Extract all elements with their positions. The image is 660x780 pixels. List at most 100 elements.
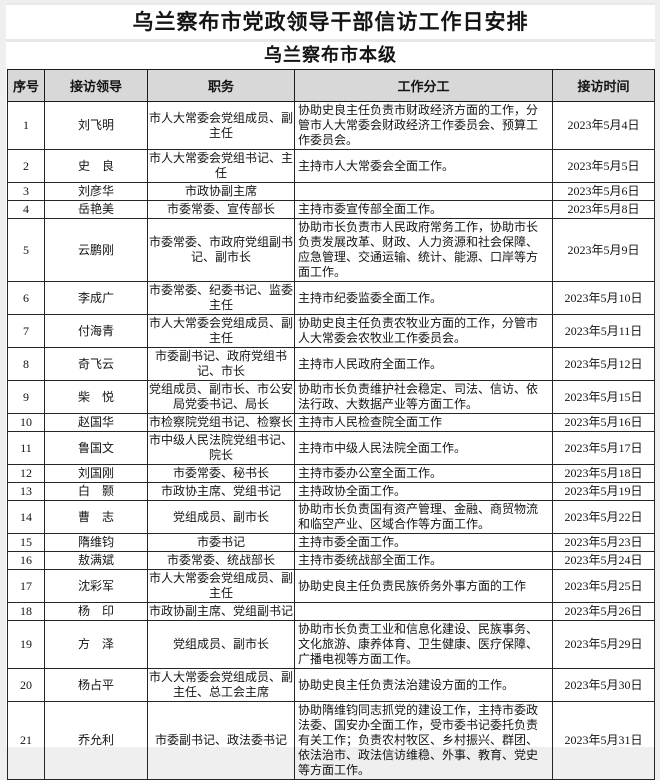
cell-row-number: 6: [7, 281, 45, 315]
cell-position: 市委常委、市政府党组副书记、副市长: [147, 218, 295, 282]
column-header-leader: 接访领导: [44, 69, 148, 102]
cell-work-division: 协助史良主任负责法治建设方面的工作。: [294, 668, 553, 702]
table-row: 4 岳艳美 市委常委、宣传部长 主持市委宣传部全面工作。 2023年5月8日: [7, 200, 655, 219]
cell-work-division: 主持市委统战部全面工作。: [294, 551, 553, 570]
cell-row-number: 2: [7, 149, 45, 183]
cell-leader-name: 刘国刚: [44, 464, 148, 483]
cell-work-division: 协助史良主任负责市财政经济方面的工作，分管市人大常委会财政经济工作委员会、预算工…: [294, 101, 553, 150]
table-row: 11 鲁国文 市中级人民法院党组书记、院长 主持市中级人民法院全面工作。 202…: [7, 431, 655, 465]
cell-reception-date: 2023年5月18日: [552, 464, 655, 483]
cell-work-division: 主持市委全面工作。: [294, 533, 553, 552]
document-page: 乌兰察布市党政领导干部信访工作日安排 乌兰察布市本级 序号 接访领导 职务 工作…: [6, 3, 655, 780]
cell-row-number: 15: [7, 533, 45, 552]
table-row: 9 柴 悦 党组成员、副市长、市公安局党委书记、局长 协助市长负责维护社会稳定、…: [7, 380, 655, 414]
table-row: 14 曹 志 党组成员、副市长 协助市长负责国有资产管理、金融、商贸物流和临空产…: [7, 500, 655, 534]
cell-leader-name: 白 颢: [44, 482, 148, 501]
cell-leader-name: 奇飞云: [44, 347, 148, 381]
cell-leader-name: 乔允利: [44, 701, 148, 780]
cell-position: 市委常委、秘书长: [147, 464, 295, 483]
cell-position: 市委副书记、政法委书记: [147, 701, 295, 780]
cell-reception-date: 2023年5月25日: [552, 569, 655, 603]
cell-reception-date: 2023年5月24日: [552, 551, 655, 570]
cell-work-division: 协助市长负责国有资产管理、金融、商贸物流和临空产业、区域合作等方面工作。: [294, 500, 553, 534]
cell-position: 市委常委、统战部长: [147, 551, 295, 570]
cell-leader-name: 杨 印: [44, 602, 148, 621]
page-title: 乌兰察布市党政领导干部信访工作日安排: [6, 3, 655, 42]
column-header-position: 职务: [147, 69, 295, 102]
cell-position: 市政协副主席、党组副书记: [147, 602, 295, 621]
table-row: 18 杨 印 市政协副主席、党组副书记 2023年5月26日: [7, 602, 655, 621]
cell-position: 市委书记: [147, 533, 295, 552]
cell-work-division: 协助史良主任负责农牧业方面的工作，分管市人大常委会农牧业工作委员会。: [294, 314, 553, 348]
cell-work-division: 主持市委宣传部全面工作。: [294, 200, 553, 219]
cell-reception-date: 2023年5月9日: [552, 218, 655, 282]
cell-row-number: 13: [7, 482, 45, 501]
cell-reception-date: 2023年5月12日: [552, 347, 655, 381]
cell-work-division: 主持市人民政府全面工作。: [294, 347, 553, 381]
cell-leader-name: 刘飞明: [44, 101, 148, 150]
cell-reception-date: 2023年5月4日: [552, 101, 655, 150]
cell-position: 市政协副主席: [147, 182, 295, 201]
cell-position: 市中级人民法院党组书记、院长: [147, 431, 295, 465]
cell-reception-date: 2023年5月23日: [552, 533, 655, 552]
column-header-no: 序号: [7, 69, 45, 102]
cell-row-number: 8: [7, 347, 45, 381]
cell-work-division: 主持政协全面工作。: [294, 482, 553, 501]
cell-reception-date: 2023年5月15日: [552, 380, 655, 414]
cell-reception-date: 2023年5月16日: [552, 413, 655, 432]
cell-leader-name: 隋维钧: [44, 533, 148, 552]
cell-position: 市政协主席、党组书记: [147, 482, 295, 501]
cell-row-number: 19: [7, 620, 45, 669]
table-row: 3 刘彦华 市政协副主席 2023年5月6日: [7, 182, 655, 201]
cell-position: 市委常委、宣传部长: [147, 200, 295, 219]
cell-row-number: 10: [7, 413, 45, 432]
cell-leader-name: 史 良: [44, 149, 148, 183]
cell-work-division: 主持市中级人民法院全面工作。: [294, 431, 553, 465]
table-row: 5 云鹏刚 市委常委、市政府党组副书记、副市长 协助市长负责市人民政府常务工作，…: [7, 218, 655, 282]
cell-work-division: 主持市纪委监委全面工作。: [294, 281, 553, 315]
table-row: 19 方 泽 党组成员、副市长 协助市长负责工业和信息化建设、民族事务、文化旅游…: [7, 620, 655, 669]
cell-work-division: 主持市人大常委会全面工作。: [294, 149, 553, 183]
cell-leader-name: 云鹏刚: [44, 218, 148, 282]
page-subtitle: 乌兰察布市本级: [264, 45, 397, 65]
table-body: 1 刘飞明 市人大常委会党组成员、副主任 协助史良主任负责市财政经济方面的工作，…: [7, 101, 655, 780]
cell-leader-name: 方 泽: [44, 620, 148, 669]
column-header-duty: 工作分工: [294, 69, 553, 102]
cell-row-number: 7: [7, 314, 45, 348]
cell-work-division: 协助市长负责工业和信息化建设、民族事务、文化旅游、康养体育、卫生健康、医疗保障、…: [294, 620, 553, 669]
header-row: 序号 接访领导 职务 工作分工 接访时间: [7, 69, 655, 102]
cell-work-division: 协助市长负责市人民政府常务工作，协助市长负责发展改革、财政、人力资源和社会保障、…: [294, 218, 553, 282]
cell-leader-name: 杨占平: [44, 668, 148, 702]
cell-work-division: 协助市长负责维护社会稳定、司法、信访、依法行政、大数据产业等方面工作。: [294, 380, 553, 414]
cell-row-number: 1: [7, 101, 45, 150]
cell-row-number: 3: [7, 182, 45, 201]
table-row: 10 赵国华 市检察院党组书记、检察长 主持市人民检查院全面工作 2023年5月…: [7, 413, 655, 432]
cell-row-number: 5: [7, 218, 45, 282]
table-row: 12 刘国刚 市委常委、秘书长 主持市委办公室全面工作。 2023年5月18日: [7, 464, 655, 483]
cell-leader-name: 柴 悦: [44, 380, 148, 414]
cell-position: 党组成员、副市长: [147, 500, 295, 534]
cell-work-division: [294, 182, 553, 201]
cell-leader-name: 岳艳美: [44, 200, 148, 219]
cell-position: 市人大常委会党组书记、主任: [147, 149, 295, 183]
table-row: 6 李成广 市委常委、纪委书记、监委主任 主持市纪委监委全面工作。 2023年5…: [7, 281, 655, 315]
cell-work-division: 协助史良主任负责民族侨务外事方面的工作: [294, 569, 553, 603]
cell-row-number: 4: [7, 200, 45, 219]
cell-leader-name: 付海青: [44, 314, 148, 348]
cell-reception-date: 2023年5月5日: [552, 149, 655, 183]
cell-reception-date: 2023年5月6日: [552, 182, 655, 201]
cell-leader-name: 曹 志: [44, 500, 148, 534]
cell-leader-name: 刘彦华: [44, 182, 148, 201]
cell-work-division: 主持市人民检查院全面工作: [294, 413, 553, 432]
table-row: 15 隋维钧 市委书记 主持市委全面工作。 2023年5月23日: [7, 533, 655, 552]
cell-reception-date: 2023年5月31日: [552, 701, 655, 780]
cell-position: 市人大常委会党组成员、副主任: [147, 101, 295, 150]
cell-reception-date: 2023年5月10日: [552, 281, 655, 315]
cell-position: 党组成员、副市长: [147, 620, 295, 669]
table-row: 21 乔允利 市委副书记、政法委书记 协助隋维钧同志抓党的建设工作，主持市委政法…: [7, 701, 655, 780]
cell-work-division: 协助隋维钧同志抓党的建设工作，主持市委政法委、国安办全面工作，受市委书记委托负责…: [294, 701, 553, 780]
cell-reception-date: 2023年5月22日: [552, 500, 655, 534]
schedule-table: 序号 接访领导 职务 工作分工 接访时间 1 刘飞明 市人大常委会党组成员、副主…: [7, 69, 655, 780]
table-header: 序号 接访领导 职务 工作分工 接访时间: [7, 69, 655, 102]
cell-reception-date: 2023年5月30日: [552, 668, 655, 702]
